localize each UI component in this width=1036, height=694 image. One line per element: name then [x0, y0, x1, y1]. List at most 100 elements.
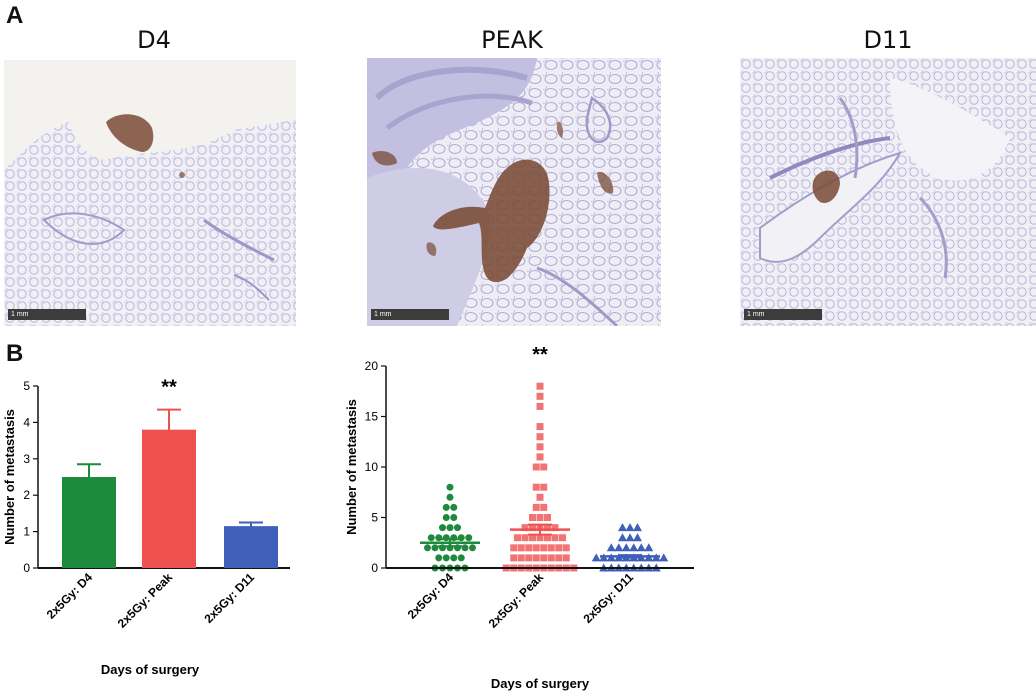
- data-point: [536, 534, 544, 542]
- data-point: [636, 543, 646, 552]
- data-point: [510, 544, 518, 552]
- data-point: [517, 554, 525, 562]
- data-point: [529, 524, 536, 532]
- scatter-chart-category-label: 2x5Gy: D11: [580, 570, 636, 626]
- scatter-chart-y-tick-label: 20: [365, 359, 379, 373]
- data-point: [659, 553, 669, 562]
- data-point: [442, 503, 450, 511]
- data-point: [514, 534, 521, 542]
- data-point: [544, 524, 551, 532]
- data-point: [532, 503, 540, 511]
- data-point: [606, 543, 616, 552]
- data-point: [529, 514, 536, 521]
- data-point: [454, 524, 461, 532]
- data-point: [536, 433, 544, 441]
- data-point: [442, 514, 450, 521]
- data-point: [633, 533, 642, 542]
- scatter-chart-x-axis-title: Days of surgery: [491, 676, 590, 691]
- lung-tissue-d4: [4, 60, 296, 326]
- data-point: [536, 392, 544, 400]
- bar-chart-y-axis-title: Number of metastasis: [2, 409, 17, 545]
- scatter-chart-y-axis-title: Number of metastasis: [344, 399, 359, 535]
- data-point: [618, 533, 627, 542]
- scatter-chart: 0 5 10 15 20 Number of metastasis Days of surg…: [344, 344, 694, 691]
- bar-chart-y-tick-label: 1: [23, 525, 30, 539]
- data-point: [525, 544, 533, 552]
- scale-bar-d4: 1 mm: [8, 309, 86, 320]
- data-point: [457, 554, 465, 562]
- micrograph-peak: 1 mm: [367, 58, 661, 326]
- bar-chart-category-label: 2x5Gy: Peak: [115, 570, 176, 631]
- bar-chart-x-axis-title: Days of surgery: [101, 662, 200, 677]
- lung-tissue-d11: [740, 58, 1036, 326]
- data-point: [536, 514, 544, 521]
- data-point: [529, 534, 536, 542]
- data-point: [536, 493, 544, 501]
- data-point: [446, 524, 454, 532]
- data-point: [521, 524, 529, 532]
- data-point: [450, 503, 458, 511]
- data-point: [450, 554, 458, 562]
- data-point: [614, 543, 624, 552]
- lung-tissue-peak: [367, 58, 661, 326]
- image-title-d11: D11: [863, 26, 913, 54]
- data-point: [547, 544, 555, 552]
- data-point: [427, 534, 435, 542]
- data-point: [544, 514, 551, 521]
- data-point: [551, 534, 559, 542]
- data-point: [525, 554, 533, 562]
- data-point: [536, 402, 544, 410]
- data-point: [644, 543, 654, 552]
- data-point: [555, 544, 563, 552]
- data-point: [465, 534, 473, 542]
- data-point: [540, 483, 548, 491]
- data-point: [555, 554, 563, 562]
- scatter-chart-y-tick-label: 10: [365, 460, 379, 474]
- data-point: [532, 463, 540, 471]
- data-point: [540, 554, 548, 562]
- data-point: [540, 544, 548, 552]
- bar: [142, 429, 196, 568]
- bar: [62, 477, 116, 568]
- scatter-chart-y-tick-label: 5: [371, 511, 378, 525]
- bar-chart-y-tick-label: 5: [23, 379, 30, 393]
- data-point: [521, 534, 529, 542]
- data-point: [431, 544, 439, 552]
- scale-bar-peak: 1 mm: [371, 309, 449, 320]
- bar-chart-category-label: 2x5Gy: D11: [201, 570, 257, 626]
- data-point: [435, 554, 443, 562]
- bar: [224, 526, 278, 568]
- data-point: [461, 544, 469, 552]
- data-point: [551, 524, 559, 532]
- data-point: [562, 554, 570, 562]
- bar-chart-y-tick-label: 4: [23, 415, 30, 429]
- data-point: [547, 554, 555, 562]
- data-point: [536, 423, 544, 431]
- data-point: [633, 523, 642, 532]
- data-point: [450, 514, 458, 521]
- data-point: [625, 523, 635, 532]
- data-point: [536, 382, 544, 390]
- panel-b-letter: B: [6, 340, 24, 367]
- data-point: [591, 553, 601, 562]
- data-point: [439, 524, 446, 532]
- data-point: [629, 543, 639, 552]
- data-point: [532, 544, 540, 552]
- data-point: [424, 544, 431, 552]
- data-point: [446, 493, 454, 501]
- data-point: [442, 554, 450, 562]
- bar-chart-category-label: 2x5Gy: D4: [44, 570, 96, 622]
- bar-chart: 0 1 2 3 4 5 Number of metastasis Days of surger…: [2, 377, 290, 677]
- bar-chart-y-tick-label: 2: [23, 488, 30, 502]
- bar-chart-y-tick-label: 3: [23, 452, 30, 466]
- micrograph-d11: 1 mm: [740, 58, 1036, 326]
- scatter-chart-category-label: 2x5Gy: Peak: [486, 570, 547, 631]
- data-point: [544, 534, 551, 542]
- data-point: [562, 544, 570, 552]
- data-point: [510, 554, 518, 562]
- data-point: [540, 503, 548, 511]
- data-point: [625, 533, 635, 542]
- data-point: [618, 523, 627, 532]
- data-point: [536, 453, 544, 461]
- scale-bar-d11: 1 mm: [744, 309, 822, 320]
